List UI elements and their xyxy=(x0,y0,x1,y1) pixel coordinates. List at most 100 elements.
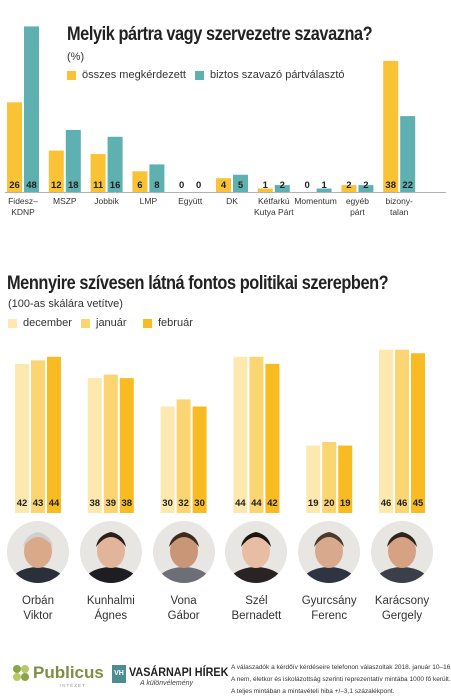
chart2-data-label: 39 xyxy=(106,498,117,509)
chart2-data-label: 38 xyxy=(90,498,101,509)
vasarnapi-hirek-logo: VASÁRNAPI HÍREK xyxy=(129,665,229,679)
person-name: Karácsony Gergely xyxy=(366,594,438,624)
chart1-category-label: Jobbik xyxy=(94,196,119,206)
chart1-bar xyxy=(233,174,248,192)
chart2-bar xyxy=(249,356,264,513)
chart1-bar xyxy=(316,188,332,192)
chart2-subtitle: (100-as skálára vetítve) xyxy=(8,298,123,310)
chart2-data-label: 46 xyxy=(381,498,392,509)
legend-swatch xyxy=(143,318,152,328)
person-name: Vona Gábor xyxy=(148,594,220,624)
chart1-data-label: 38 xyxy=(385,180,396,191)
chart1-data-label: 11 xyxy=(93,180,104,191)
chart2-bar xyxy=(119,378,134,513)
person-name-line: Viktor xyxy=(23,610,53,622)
chart1-category-label: LMP xyxy=(140,196,158,206)
person-name-line: Karácsony xyxy=(374,595,430,607)
chart2-bar xyxy=(160,406,175,513)
chart1-data-label: 22 xyxy=(402,180,413,191)
chart1-bar xyxy=(257,188,273,192)
chart2-data-label: 30 xyxy=(194,498,205,509)
person-name-line: Ágnes xyxy=(94,610,128,622)
chart1-data-label: 4 xyxy=(221,180,227,191)
chart1-data-label: 16 xyxy=(110,180,121,191)
chart2-data-label: 46 xyxy=(397,498,408,509)
portrait-photo xyxy=(225,521,288,583)
chart2-bar xyxy=(395,349,409,513)
chart1-bar xyxy=(216,178,231,192)
chart1-bar xyxy=(107,136,123,192)
chart1-category-label: párt xyxy=(350,207,365,217)
chart2-bar xyxy=(338,445,353,513)
footer-note: A nem, életkor és iskolázottság szerinti… xyxy=(231,676,451,683)
chart2-bar xyxy=(103,374,118,513)
legend-label: február xyxy=(158,317,193,329)
chart2-data-label: 42 xyxy=(267,498,278,509)
chart1-data-label: 2 xyxy=(346,180,351,191)
person-name-line: Gábor xyxy=(167,610,200,622)
chart2-bar xyxy=(379,349,393,513)
vasarnapi-hirek-sub: A különvélemény xyxy=(140,680,194,687)
footer-note: A teljes mintában a mintavételi hiba +/–… xyxy=(231,688,395,695)
chart2-legend-item-3: február xyxy=(143,317,193,329)
legend-swatch xyxy=(8,318,17,328)
footer-notes: A válaszadók a kérdőív kérdéseire telefo… xyxy=(231,663,451,696)
chart2-data-label: 19 xyxy=(340,498,351,509)
person-name: Orbán Viktor xyxy=(2,594,74,624)
chart1-category-label: Fidesz– xyxy=(8,196,38,206)
person-name-line: Gergely xyxy=(381,610,423,622)
chart1-bar xyxy=(341,185,357,192)
publicus-logo-icon xyxy=(12,664,30,682)
chart2-bar xyxy=(176,399,191,513)
chart1-data-label: 0 xyxy=(304,180,309,191)
chart2-plot: 42 43 44 38 39 38 30 32 30 44 44 42 19 20 19 46 46 45 xyxy=(15,349,425,513)
chart2-bar xyxy=(31,360,45,513)
chart1-bar xyxy=(274,185,290,192)
portrait-photo xyxy=(152,521,215,583)
person-name-line: Orbán xyxy=(22,595,54,607)
chart1-data-label: 1 xyxy=(321,180,327,191)
person-name-line: Kunhalmi xyxy=(86,595,135,607)
chart2-bar xyxy=(15,363,29,513)
portrait-photo xyxy=(7,521,69,583)
chart1-data-label: 48 xyxy=(26,180,37,191)
chart2-data-label: 19 xyxy=(308,498,319,509)
chart1-category-label: MSZP xyxy=(53,196,77,206)
legend-swatch xyxy=(67,70,76,80)
legend-label: december xyxy=(23,317,72,329)
chart1-bar xyxy=(358,185,374,192)
chart1-bar xyxy=(65,129,81,192)
chart1-category-label: bizony- xyxy=(385,196,413,206)
chart2-data-label: 43 xyxy=(33,498,44,509)
chart1-category-label: KDNP xyxy=(11,207,35,217)
chart1-data-label: 26 xyxy=(9,180,20,191)
chart2-data-label: 44 xyxy=(235,498,246,509)
chart2-legend-item-2: január xyxy=(81,317,127,329)
chart2-data-label: 30 xyxy=(162,498,173,509)
chart2-data-label: 38 xyxy=(122,498,133,509)
legend-swatch xyxy=(195,70,204,80)
chart2-title: Mennyire szívesen látná fontos politikai… xyxy=(7,273,389,294)
chart1-data-label: 18 xyxy=(68,180,79,191)
chart1-data-label: 2 xyxy=(280,180,285,191)
chart1-data-label: 5 xyxy=(238,180,244,191)
chart1-data-label: 0 xyxy=(196,180,201,191)
chart2-bar xyxy=(322,442,337,513)
publicus-logo-sub: INTÉZET xyxy=(60,683,86,688)
chart1-data-label: 2 xyxy=(363,180,368,191)
person-name-line: Vona xyxy=(170,595,197,607)
legend-label: biztos szavazó pártválasztó xyxy=(210,69,345,81)
chart1-category-label: egyéb xyxy=(346,196,369,206)
chart1-legend-item-1: összes megkérdezett xyxy=(67,69,186,81)
chart1-bar xyxy=(48,150,64,192)
chart1-bar xyxy=(383,60,399,193)
chart1-data-label: 6 xyxy=(137,180,142,191)
chart1-data-label: 1 xyxy=(263,180,269,191)
chart2-bar xyxy=(87,378,102,513)
chart2-bar xyxy=(411,353,425,513)
chart2-bar xyxy=(306,445,321,513)
chart1-category-label: Kutya Párt xyxy=(254,207,294,217)
chart1-bar xyxy=(7,102,22,192)
person-name: Kunhalmi Ágnes xyxy=(75,594,147,624)
